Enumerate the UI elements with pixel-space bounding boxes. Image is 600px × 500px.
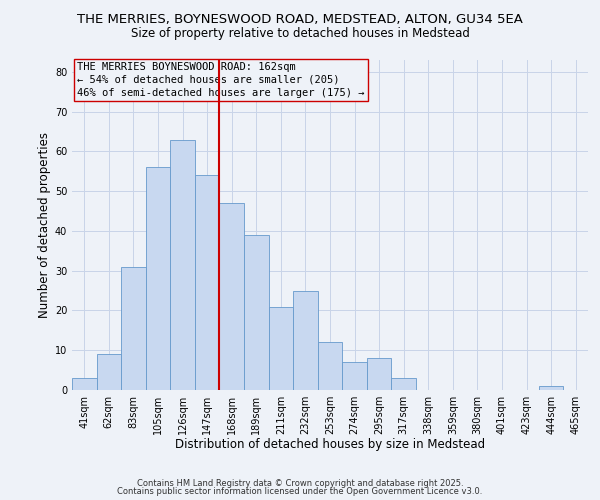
Bar <box>244 235 269 390</box>
Bar <box>146 168 170 390</box>
Text: Contains public sector information licensed under the Open Government Licence v3: Contains public sector information licen… <box>118 487 482 496</box>
Bar <box>170 140 195 390</box>
Bar <box>97 354 121 390</box>
Bar <box>72 378 97 390</box>
Bar <box>121 266 146 390</box>
Text: THE MERRIES, BOYNESWOOD ROAD, MEDSTEAD, ALTON, GU34 5EA: THE MERRIES, BOYNESWOOD ROAD, MEDSTEAD, … <box>77 12 523 26</box>
Bar <box>293 290 318 390</box>
Text: THE MERRIES BOYNESWOOD ROAD: 162sqm
← 54% of detached houses are smaller (205)
4: THE MERRIES BOYNESWOOD ROAD: 162sqm ← 54… <box>77 62 365 98</box>
Bar <box>318 342 342 390</box>
X-axis label: Distribution of detached houses by size in Medstead: Distribution of detached houses by size … <box>175 438 485 452</box>
Text: Size of property relative to detached houses in Medstead: Size of property relative to detached ho… <box>131 28 469 40</box>
Bar <box>342 362 367 390</box>
Bar <box>367 358 391 390</box>
Text: Contains HM Land Registry data © Crown copyright and database right 2025.: Contains HM Land Registry data © Crown c… <box>137 478 463 488</box>
Bar <box>220 203 244 390</box>
Bar <box>269 306 293 390</box>
Bar <box>195 176 220 390</box>
Bar <box>391 378 416 390</box>
Y-axis label: Number of detached properties: Number of detached properties <box>38 132 50 318</box>
Bar <box>539 386 563 390</box>
